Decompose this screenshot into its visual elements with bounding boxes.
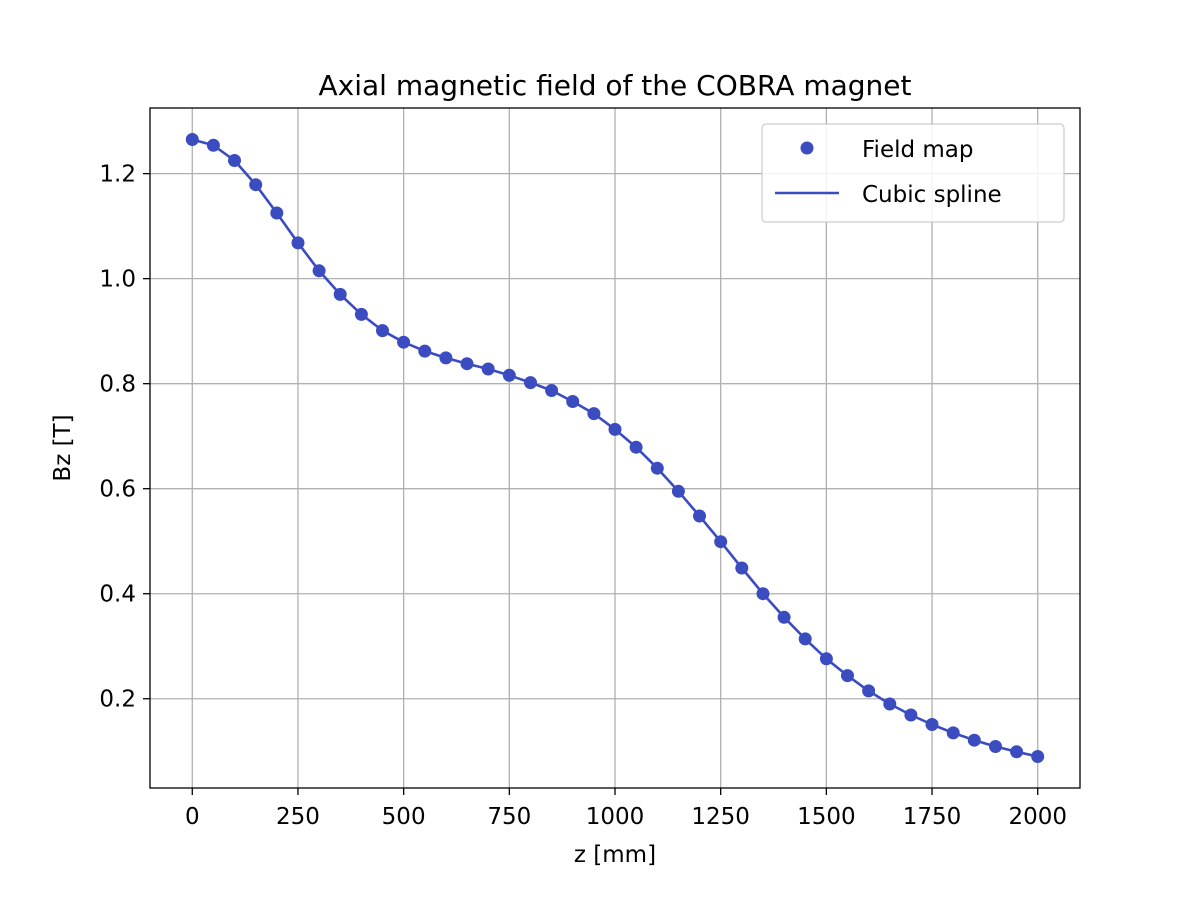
data-point-field-map [798, 632, 812, 646]
data-point-field-map [185, 133, 199, 146]
data-point-field-map [312, 264, 326, 278]
y-axis-ticks: 0.2 0.4 0.6 0.8 1.0 1.2 [99, 162, 150, 713]
data-point-field-map [608, 422, 622, 436]
data-point-field-map [397, 335, 411, 349]
data-point-field-map [206, 138, 220, 152]
data-point-field-map [418, 344, 432, 358]
data-point-field-map [671, 484, 685, 498]
x-tick-label: 1250 [691, 804, 750, 830]
data-point-field-map [291, 236, 305, 250]
x-tick-label: 500 [382, 804, 426, 830]
data-point-field-map [904, 708, 918, 722]
data-point-field-map [841, 669, 854, 683]
data-point-field-map [228, 154, 241, 167]
data-point-field-map [777, 610, 791, 624]
data-point-field-map [735, 561, 749, 575]
data-point-field-map [587, 407, 601, 421]
y-tick-label: 0.6 [99, 477, 136, 503]
data-point-field-map [989, 740, 1002, 753]
y-axis-label: Bz [T] [50, 414, 76, 481]
y-tick-label: 0.4 [99, 582, 136, 608]
data-point-field-map [650, 461, 664, 475]
data-point-field-map [566, 395, 580, 408]
x-tick-label: 2000 [1008, 804, 1067, 830]
data-point-field-map [524, 376, 537, 390]
data-point-field-map [629, 440, 643, 454]
data-point-field-map [714, 535, 728, 549]
y-tick-label: 1.0 [99, 267, 136, 293]
chart-title: Axial magnetic field of the COBRA magnet [319, 69, 912, 102]
x-tick-label: 1750 [903, 804, 962, 830]
x-tick-label: 750 [487, 804, 531, 830]
y-tick-label: 0.2 [99, 687, 136, 713]
plot-series [185, 133, 1045, 763]
data-point-field-map [354, 307, 368, 321]
legend-box [761, 123, 1065, 223]
data-point-field-map [270, 206, 284, 220]
data-point-field-map [249, 178, 263, 192]
data-point-field-map [946, 726, 960, 740]
legend: Field map Cubic spline [761, 123, 1065, 223]
data-point-field-map [756, 587, 770, 601]
legend-label-cubic-spline: Cubic spline [862, 182, 1002, 208]
y-tick-label: 0.8 [99, 372, 136, 398]
x-axis-ticks: 0 250 500 750 1000 1250 1500 1750 2000 [185, 788, 1067, 830]
data-point-field-map [502, 368, 516, 382]
y-tick-label: 1.2 [99, 162, 136, 188]
legend-label-field-map: Field map [862, 137, 974, 163]
data-point-field-map [376, 324, 389, 338]
data-point-field-map [883, 697, 897, 711]
data-point-field-map [925, 718, 939, 731]
data-point-field-map [481, 362, 495, 376]
x-axis-label: z [mm] [574, 842, 656, 868]
data-point-field-map [439, 351, 453, 365]
data-point-field-map [819, 652, 833, 666]
data-point-field-map [967, 733, 981, 747]
data-point-field-map [862, 684, 876, 698]
x-tick-label: 1000 [586, 804, 645, 830]
data-point-field-map [333, 287, 347, 301]
x-tick-label: 1500 [797, 804, 856, 830]
legend-marker-field-map [800, 141, 814, 155]
x-tick-label: 250 [276, 804, 320, 830]
data-point-field-map [460, 357, 474, 371]
data-point-field-map [545, 384, 559, 397]
data-point-field-map [1010, 745, 1024, 759]
x-tick-label: 0 [185, 804, 200, 830]
data-point-field-map [693, 509, 706, 523]
data-point-field-map [1031, 750, 1045, 763]
